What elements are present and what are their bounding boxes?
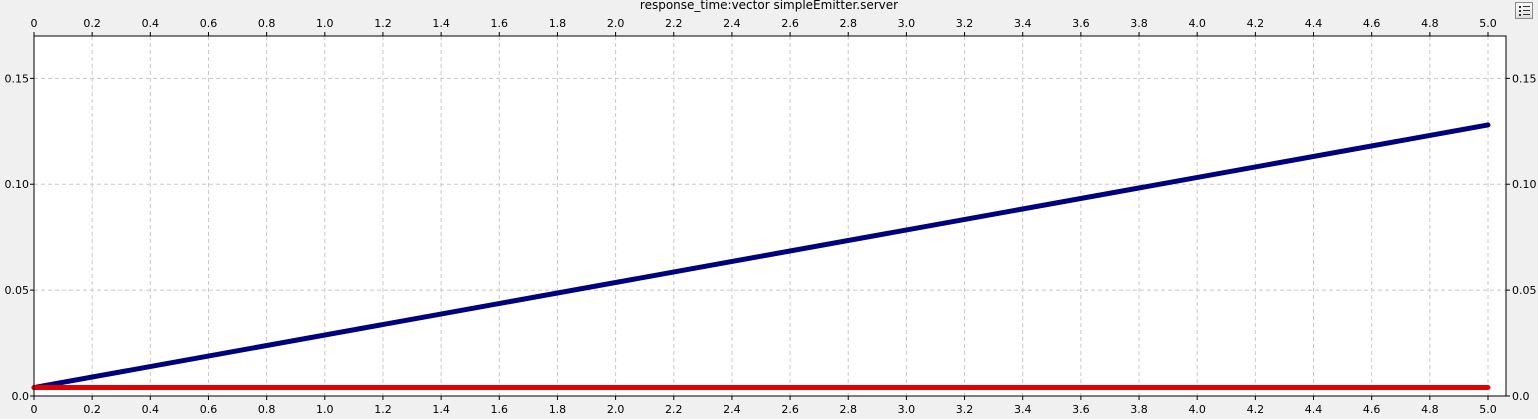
x-tick-label-top: 1.0 <box>316 17 334 30</box>
x-tick-label-top: 4.6 <box>1363 17 1381 30</box>
x-tick-label-top: 4.8 <box>1421 17 1439 30</box>
x-tick-label-bottom: 2.6 <box>781 403 799 416</box>
x-tick-label-top: 2.4 <box>723 17 741 30</box>
x-tick-label-bottom: 3.8 <box>1130 403 1148 416</box>
plot-background <box>34 36 1506 396</box>
x-tick-label-top: 0.4 <box>142 17 160 30</box>
x-tick-label-top: 0.2 <box>83 17 101 30</box>
x-tick-label-top: 3.0 <box>898 17 916 30</box>
series-layer <box>31 122 1491 391</box>
x-tick-label-bottom: 5.0 <box>1479 403 1497 416</box>
x-tick-label-top: 0 <box>31 17 38 30</box>
x-tick-label-top: 4.0 <box>1188 17 1206 30</box>
x-tick-label-bottom: 2.4 <box>723 403 741 416</box>
x-tick-label-bottom: 3.0 <box>898 403 916 416</box>
x-tick-label-bottom: 4.0 <box>1188 403 1206 416</box>
x-tick-label-bottom: 4.2 <box>1247 403 1265 416</box>
x-tick-label-bottom: 1.0 <box>316 403 334 416</box>
x-tick-label-bottom: 0.4 <box>142 403 160 416</box>
x-tick-label-bottom: 3.6 <box>1072 403 1090 416</box>
x-tick-label-top: 3.4 <box>1014 17 1032 30</box>
x-tick-label-top: 0.6 <box>200 17 218 30</box>
x-tick-label-bottom: 4.8 <box>1421 403 1439 416</box>
y-tick-label-right: 0.10 <box>1512 178 1537 191</box>
x-tick-label-top: 2.8 <box>839 17 857 30</box>
x-tick-label-bottom: 0.6 <box>200 403 218 416</box>
chart-title: response_time:vector simpleEmitter.serve… <box>640 0 898 12</box>
x-tick-label-top: 3.2 <box>956 17 974 30</box>
x-tick-label-bottom: 2.8 <box>839 403 857 416</box>
x-tick-label-bottom: 1.2 <box>374 403 392 416</box>
y-tick-label-right: 0.15 <box>1512 72 1537 85</box>
x-tick-label-bottom: 2.0 <box>607 403 625 416</box>
x-tick-label-top: 4.2 <box>1247 17 1265 30</box>
y-tick-label-left: 0.05 <box>5 284 30 297</box>
x-tick-label-top: 2.2 <box>665 17 683 30</box>
x-tick-label-top: 1.6 <box>491 17 509 30</box>
grid <box>34 36 1506 396</box>
series-line-1 <box>31 122 1491 391</box>
plot-frame <box>33 35 1507 397</box>
x-tick-label-bottom: 3.4 <box>1014 403 1032 416</box>
x-tick-label-bottom: 0.2 <box>83 403 101 416</box>
x-tick-label-top: 1.2 <box>374 17 392 30</box>
x-tick-label-top: 3.8 <box>1130 17 1148 30</box>
x-tick-label-top: 2.6 <box>781 17 799 30</box>
y-tick-label-left: 0.15 <box>5 72 30 85</box>
ticks: 0 0 0.2 0.2 0.4 0.4 0.6 0.6 0.8 0.8 1.0 1.0 1.2 1.2 1.… <box>5 17 1537 416</box>
x-tick-label-top: 1.4 <box>432 17 450 30</box>
y-tick-label-left: 0.10 <box>5 178 30 191</box>
y-tick-label-right: 0.05 <box>1512 284 1537 297</box>
x-tick-label-top: 3.6 <box>1072 17 1090 30</box>
x-tick-label-top: 2.0 <box>607 17 625 30</box>
x-tick-label-bottom: 1.6 <box>491 403 509 416</box>
x-tick-label-bottom: 0 <box>31 403 38 416</box>
x-tick-label-top: 5.0 <box>1479 17 1497 30</box>
x-tick-label-bottom: 1.4 <box>432 403 450 416</box>
x-tick-label-bottom: 1.8 <box>549 403 567 416</box>
x-tick-label-top: 4.4 <box>1305 17 1323 30</box>
y-tick-label-right: 0.0 <box>1512 390 1530 403</box>
x-tick-label-bottom: 3.2 <box>956 403 974 416</box>
x-tick-label-bottom: 4.6 <box>1363 403 1381 416</box>
x-tick-label-bottom: 4.4 <box>1305 403 1323 416</box>
y-tick-label-left: 0.0 <box>12 390 30 403</box>
legend-toggle-button[interactable] <box>1515 2 1533 19</box>
x-tick-label-bottom: 2.2 <box>665 403 683 416</box>
x-tick-label-top: 0.8 <box>258 17 276 30</box>
x-tick-label-top: 1.8 <box>549 17 567 30</box>
x-tick-label-bottom: 0.8 <box>258 403 276 416</box>
